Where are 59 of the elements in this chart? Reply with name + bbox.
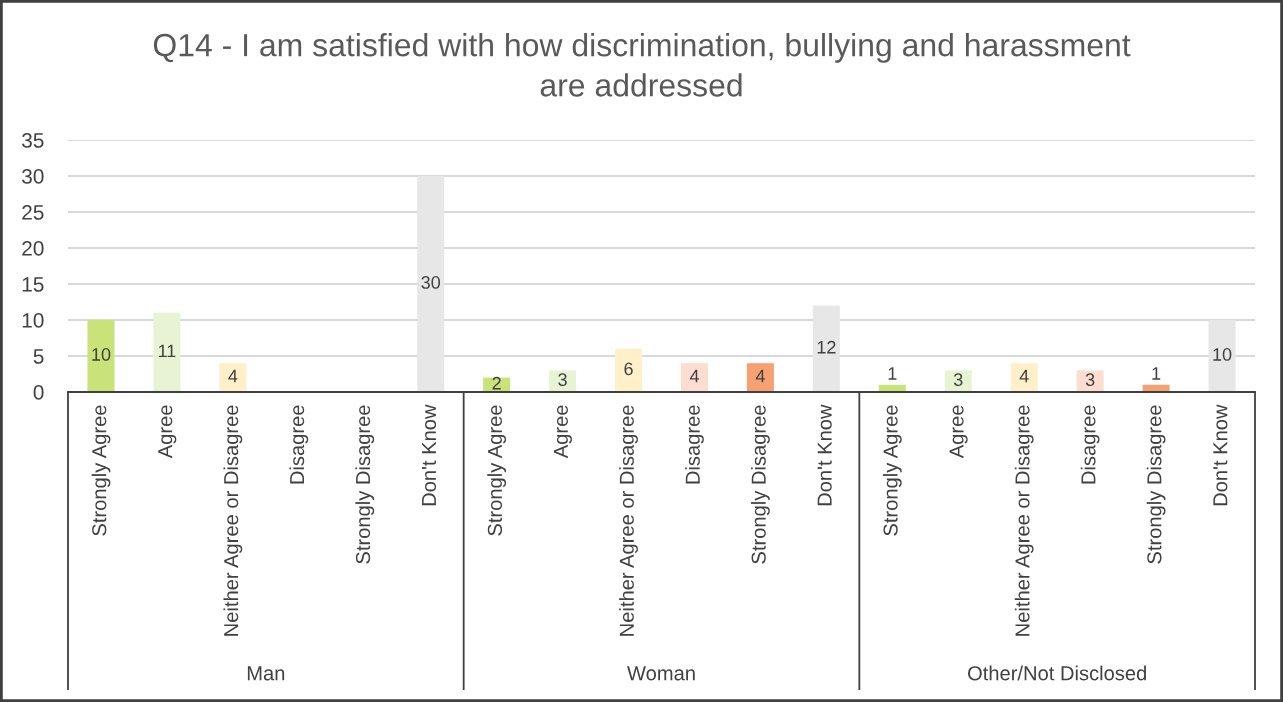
x-tick-label: Strongly Agree [882, 405, 902, 536]
chart-title: Q14 - I am satisfied with how discrimination, bullying and harassment are addressed [153, 33, 1131, 97]
y-tick-label: 0 [33, 385, 44, 400]
x-tick-label: Disagree [1080, 405, 1100, 484]
x-tick-label: Agree [158, 405, 177, 459]
bar [1076, 370, 1104, 392]
data-label: 11 [158, 344, 176, 358]
y-tick-label: 10 [22, 313, 44, 328]
data-label: 4 [689, 369, 699, 383]
data-label: 3 [1085, 373, 1095, 387]
data-label: 4 [1019, 369, 1029, 383]
bar [1208, 320, 1236, 392]
data-label: 2 [492, 376, 501, 390]
x-tick-label: Neither Agree or Disagree [1014, 405, 1034, 636]
x-tick-label: Neither Agree or Disagree [223, 405, 243, 636]
bar [417, 176, 445, 392]
x-tick-label: Agree [949, 405, 968, 459]
x-tick-label: Disagree [685, 405, 704, 484]
bar [219, 363, 247, 392]
bar [1010, 363, 1038, 392]
data-label: 1 [888, 367, 897, 380]
text: Woman [627, 666, 695, 681]
data-label: 12 [817, 340, 836, 354]
x-tick-label: Strongly Disagree [751, 405, 770, 564]
data-label: 10 [92, 348, 111, 361]
bar [153, 312, 181, 392]
bar [944, 370, 972, 392]
x-tick-label: Neither Agree or Disagree [619, 405, 638, 636]
x-tick-label: Don't Know [422, 404, 437, 506]
data-label: 4 [755, 369, 765, 383]
data-label: 10 [1213, 348, 1232, 361]
x-tick-label: Disagree [289, 405, 309, 484]
y-tick-label: 30 [22, 169, 44, 184]
x-tick-label: Don't Know [817, 404, 832, 506]
x-tick-label: Agree [553, 405, 572, 459]
y-tick-label: 20 [22, 241, 44, 256]
bar [812, 305, 840, 392]
data-label: 1 [1152, 367, 1161, 380]
data-label: 30 [421, 276, 441, 289]
x-tick-label: Strongly Agree [487, 405, 507, 536]
x-tick-label: Strongly Disagree [1146, 405, 1166, 564]
text: Man [247, 666, 285, 681]
bar [746, 363, 774, 392]
x-tick-label: Strongly Disagree [355, 405, 375, 564]
x-tick-label: Don't Know [1213, 404, 1228, 506]
y-tick-label: 15 [22, 277, 44, 292]
data-label: 6 [624, 362, 633, 376]
data-label: 4 [228, 369, 238, 383]
bar [680, 363, 708, 392]
y-tick-label: 25 [22, 205, 44, 220]
data-label: 3 [558, 373, 567, 387]
bar [615, 348, 643, 392]
text: Other/Not Disclosed [968, 665, 1146, 681]
data-label: 3 [953, 373, 963, 387]
bar [87, 320, 115, 392]
bar [549, 370, 577, 392]
y-tick-label: 35 [22, 133, 44, 148]
y-tick-label: 5 [33, 349, 44, 364]
x-tick-label: Strongly Agree [91, 405, 111, 536]
